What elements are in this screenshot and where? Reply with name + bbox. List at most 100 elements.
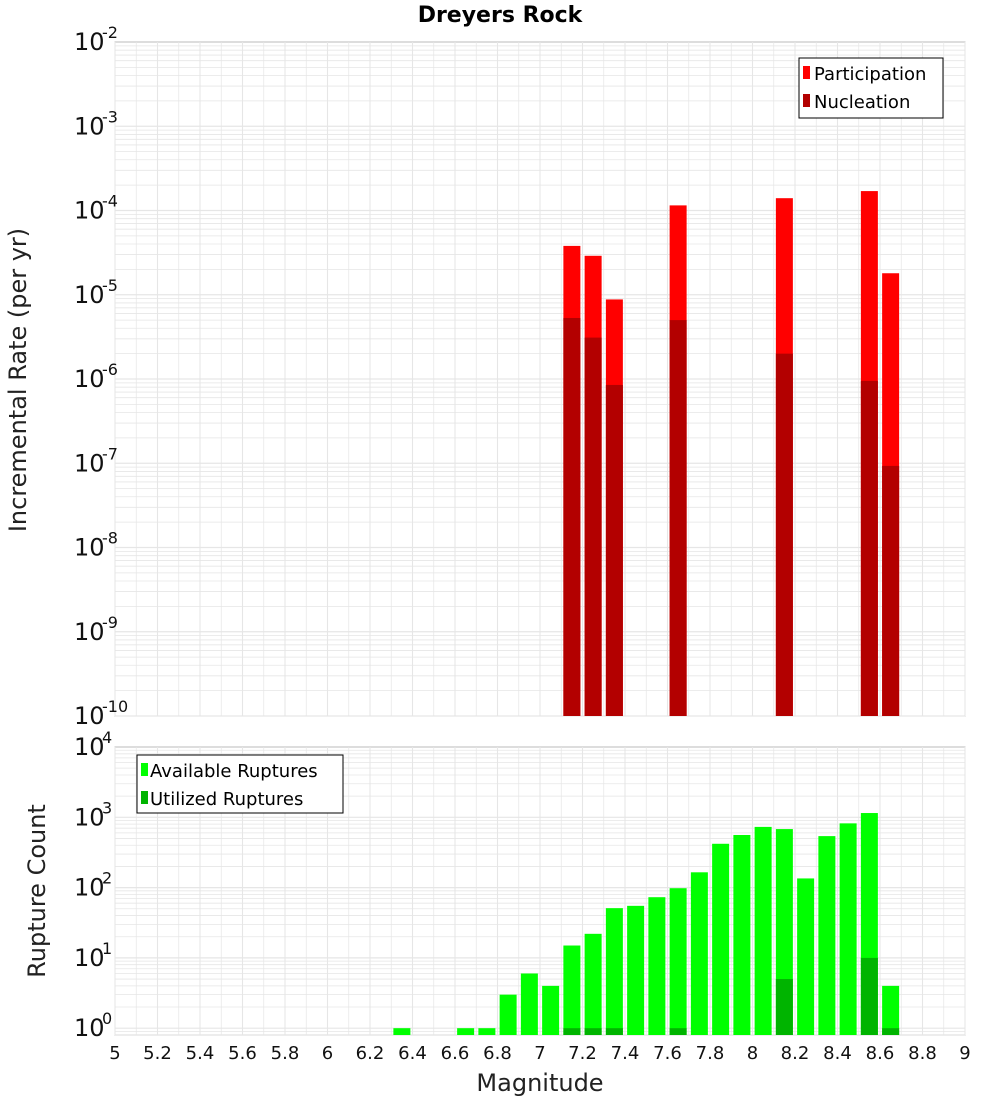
available-bar [393, 1028, 411, 1035]
x-tick-label: 8.8 [908, 1043, 937, 1064]
x-tick-label: 5.8 [271, 1043, 300, 1064]
bottom-legend-box [136, 754, 344, 814]
available-bar [478, 1028, 496, 1035]
top-y-tick-label: 10 [74, 112, 105, 140]
bottom-y-tick-label: 10 [74, 944, 105, 972]
bottom-y-tick-exponent: 2 [102, 869, 112, 888]
legend-swatch-nucleation [803, 94, 810, 107]
top-y-tick-exponent: -9 [102, 613, 118, 632]
available-bar [754, 826, 772, 1035]
bottom-y-tick-exponent: 4 [102, 728, 112, 747]
top-y-tick-label: 10 [74, 281, 105, 309]
bottom-y-tick-label: 10 [74, 733, 105, 761]
top-legend-box [798, 57, 944, 119]
available-bar [542, 985, 560, 1035]
nucleation-bar [860, 380, 878, 716]
top-y-tick-exponent: -7 [102, 444, 118, 463]
available-bar [839, 823, 857, 1035]
nucleation-bar [669, 320, 687, 716]
available-bar [712, 843, 730, 1035]
bottom-y-tick-label: 10 [74, 874, 105, 902]
utilized-bar [882, 1028, 900, 1035]
bottom-y-tick-label: 10 [74, 1014, 105, 1042]
available-bar [520, 973, 538, 1035]
x-tick-label: 7.4 [611, 1043, 640, 1064]
x-tick-label: 5.2 [143, 1043, 172, 1064]
x-axis-label: Magnitude [476, 1069, 603, 1097]
x-tick-label: 6.6 [441, 1043, 470, 1064]
nucleation-bar [584, 337, 602, 716]
nucleation-bar [882, 465, 900, 716]
utilized-bar [584, 1028, 602, 1035]
utilized-bar [775, 979, 793, 1035]
available-bar [584, 933, 602, 1035]
x-tick-label: 6.2 [356, 1043, 385, 1064]
legend-swatch-utilized [141, 791, 148, 804]
available-bar [669, 888, 687, 1035]
top-y-tick-exponent: -6 [102, 360, 118, 379]
bottom-legend: Available Ruptures Utilized Ruptures [136, 754, 344, 814]
x-tick-label: 5.6 [228, 1043, 257, 1064]
top-legend: Participation Nucleation [798, 57, 944, 119]
top-y-tick-label: 10 [74, 197, 105, 225]
utilized-bar [860, 957, 878, 1035]
top-y-tick-label: 10 [74, 534, 105, 562]
x-tick-label: 8.6 [866, 1043, 895, 1064]
x-tick-label: 7.2 [568, 1043, 597, 1064]
chart-title: Dreyers Rock [418, 3, 584, 28]
bottom-y-tick-label: 10 [74, 803, 105, 831]
top-grid [114, 42, 966, 717]
available-bar [499, 994, 517, 1035]
utilized-bar [563, 1028, 581, 1035]
x-ticks: 5 5.2 5.4 5.6 5.8 6 6.2 6.4 6.6 6.8 7 7.2 7.4 7.6 7.8 8… [109, 1043, 970, 1064]
top-y-tick-exponent: -10 [102, 697, 128, 716]
x-tick-label: 8.2 [781, 1043, 810, 1064]
available-bar [797, 878, 815, 1035]
available-bar [627, 905, 645, 1035]
top-y-tick-label: 10 [74, 28, 105, 56]
bottom-y-tick-exponent: 3 [102, 798, 112, 817]
top-y-tick-exponent: -4 [102, 192, 118, 211]
bottom-bars [393, 813, 900, 1035]
x-tick-label: 8.4 [823, 1043, 852, 1064]
top-y-tick-label: 10 [74, 702, 105, 730]
available-bar [563, 945, 581, 1035]
top-y-tick-exponent: -2 [102, 23, 118, 42]
x-tick-label: 9 [959, 1043, 970, 1064]
x-tick-label: 7 [534, 1043, 545, 1064]
legend-swatch-available [141, 763, 148, 776]
utilized-bar [669, 1028, 687, 1035]
available-bar [457, 1028, 475, 1035]
x-tick-label: 5 [109, 1043, 120, 1064]
legend-swatch-participation [803, 66, 810, 79]
utilized-bar [605, 1028, 623, 1035]
available-bar [605, 908, 623, 1035]
top-y-tick-label: 10 [74, 449, 105, 477]
x-tick-label: 5.4 [186, 1043, 215, 1064]
top-y-tick-label: 10 [74, 618, 105, 646]
bottom-y-tick-exponent: 1 [102, 939, 112, 958]
nucleation-bar [563, 317, 581, 716]
available-bar [882, 985, 900, 1035]
nucleation-bar [775, 353, 793, 716]
legend-label-participation: Participation [814, 64, 926, 85]
x-tick-label: 7.6 [653, 1043, 682, 1064]
nucleation-bar [605, 384, 623, 716]
legend-label-utilized: Utilized Ruptures [150, 789, 303, 810]
top-y-tick-exponent: -8 [102, 529, 118, 548]
legend-label-nucleation: Nucleation [814, 92, 910, 113]
available-bar [818, 836, 836, 1035]
x-tick-label: 7.8 [696, 1043, 725, 1064]
x-tick-label: 8 [747, 1043, 758, 1064]
top-y-tick-exponent: -5 [102, 276, 118, 295]
bottom-y-axis-label: Rupture Count [23, 804, 51, 978]
top-y-tick-exponent: -3 [102, 107, 118, 126]
legend-label-available: Available Ruptures [150, 761, 318, 782]
bottom-y-tick-exponent: 0 [102, 1009, 112, 1028]
top-bars [563, 191, 900, 717]
